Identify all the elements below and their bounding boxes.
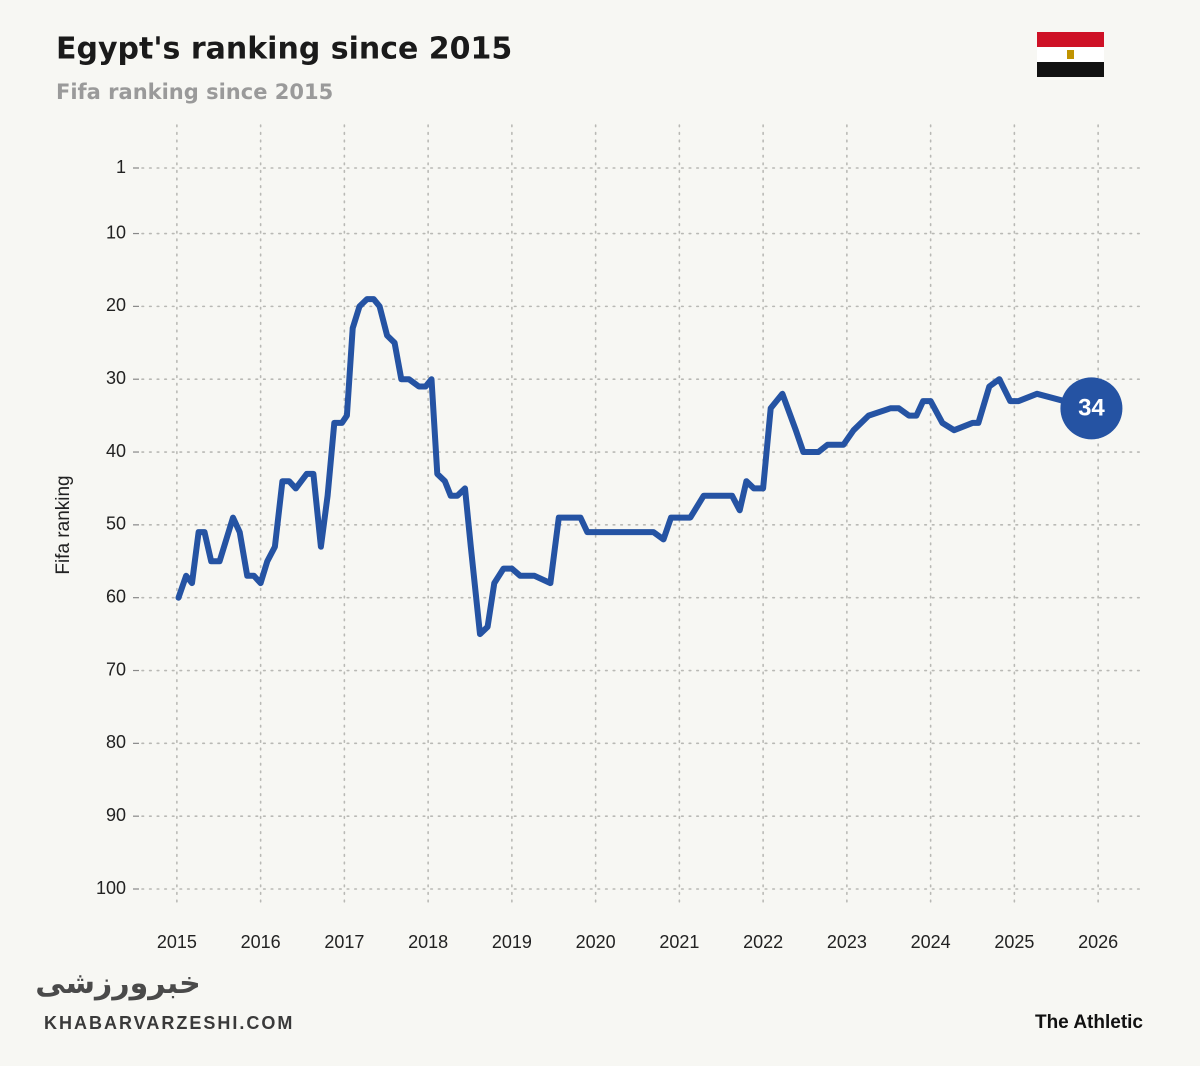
- watermark-logo: خبرورزشی: [35, 967, 201, 1001]
- x-tick-label: 2025: [994, 932, 1034, 952]
- y-tick-label: 30: [106, 368, 126, 388]
- end-marker: [1060, 377, 1123, 440]
- y-tick-label: 40: [106, 441, 126, 461]
- x-tick-label: 2021: [659, 932, 699, 952]
- x-tick-label: 2018: [408, 932, 448, 952]
- y-tick-label: 70: [106, 659, 126, 679]
- y-tick-label: 10: [106, 222, 126, 242]
- y-tick-label: 90: [106, 805, 126, 825]
- flag-black: [1037, 62, 1104, 77]
- x-tick-label: 2023: [827, 932, 867, 952]
- x-tick-label: 2016: [241, 932, 281, 952]
- y-tick-label: 80: [106, 732, 126, 752]
- flag-eagle: [1067, 50, 1074, 59]
- x-tick-label: 2020: [576, 932, 616, 952]
- y-tick-label: 20: [106, 295, 126, 315]
- line-series: [175, 296, 1095, 638]
- x-tick-label: 2019: [492, 932, 532, 952]
- x-tick-label: 2026: [1078, 932, 1118, 952]
- flag-red: [1037, 32, 1104, 47]
- y-tick-label: 100: [96, 878, 126, 898]
- y-tick-label: 50: [106, 514, 126, 534]
- plot-area: 1 10 20 30 40 50 60 70 80 90 100 2015 2016 2017 2018 20…: [96, 124, 1141, 952]
- y-tick-label: 1: [116, 157, 126, 177]
- x-tick-label: 2017: [324, 932, 364, 952]
- y-axis-label: Fifa ranking: [53, 475, 74, 574]
- x-tick-label: 2015: [157, 932, 197, 952]
- x-tick-label: 2024: [911, 932, 951, 952]
- y-tick-label: 60: [106, 586, 126, 606]
- watermark: KHABARVARZESHI.COM: [44, 1013, 294, 1033]
- x-tick-label: 2022: [743, 932, 783, 952]
- flag: [1037, 32, 1104, 77]
- source: The Athletic: [1035, 1012, 1143, 1033]
- chart-title: Egypt's ranking since 2015: [56, 32, 512, 67]
- end-label: 34: [1078, 395, 1105, 422]
- chart-subtitle: Fifa ranking since 2015: [56, 80, 333, 104]
